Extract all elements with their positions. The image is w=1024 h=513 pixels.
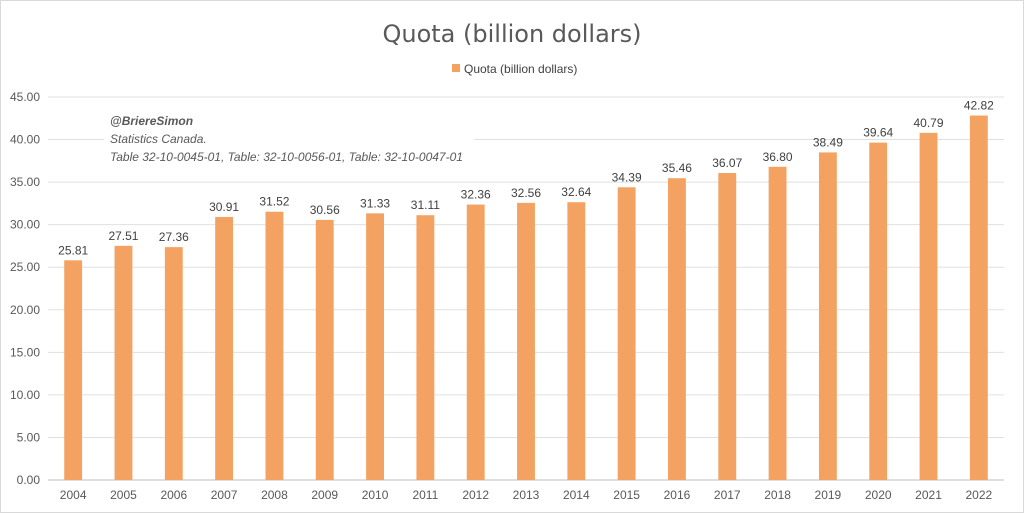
bar <box>768 166 787 480</box>
bar <box>919 132 938 480</box>
data-label: 27.51 <box>108 229 138 243</box>
x-tick-label: 2009 <box>311 488 338 502</box>
bar <box>366 213 384 480</box>
data-label: 35.46 <box>662 161 692 175</box>
y-tick-label: 10.00 <box>10 388 40 402</box>
x-tick-label: 2007 <box>211 488 238 502</box>
bar <box>668 178 686 481</box>
bar <box>265 211 284 480</box>
data-label: 32.36 <box>461 188 491 202</box>
bar <box>416 215 435 480</box>
data-label: 31.11 <box>411 198 440 212</box>
x-tick-label: 2022 <box>965 488 992 502</box>
data-labels: 25.81 27.51 27.36 30.91 31.52 30.56 31.33 31.11… <box>58 99 994 258</box>
data-label: 32.56 <box>511 186 541 200</box>
x-tick-label: 2017 <box>714 488 741 502</box>
bar <box>567 202 586 480</box>
legend: Quota (billion dollars) <box>452 62 577 76</box>
y-axis-ticks: 0.00 5.00 10.00 15.00 20.00 25.00 30.00 35.00 40… <box>10 90 40 487</box>
source-tables: Table 32-10-0045-01, Table: 32-10-0056-0… <box>110 150 463 164</box>
x-tick-label: 2014 <box>563 488 590 502</box>
bars <box>64 115 988 481</box>
y-tick-label: 5.00 <box>17 430 41 444</box>
x-tick-label: 2018 <box>764 488 791 502</box>
bar <box>617 187 636 480</box>
y-tick-label: 15.00 <box>10 345 40 359</box>
x-tick-label: 2006 <box>160 488 187 502</box>
x-tick-label: 2019 <box>815 488 842 502</box>
data-label: 27.36 <box>159 230 189 244</box>
bar <box>818 152 837 480</box>
data-label: 42.82 <box>964 99 994 113</box>
data-label: 38.49 <box>813 135 843 149</box>
y-tick-label: 30.00 <box>10 218 40 232</box>
y-tick-label: 25.00 <box>10 260 40 274</box>
y-tick-label: 45.00 <box>10 90 40 104</box>
y-tick-label: 20.00 <box>10 303 40 317</box>
bar <box>114 245 133 480</box>
data-label: 32.64 <box>561 185 591 199</box>
bar <box>315 219 334 480</box>
data-label: 39.64 <box>863 126 893 140</box>
source-name: Statistics Canada. <box>110 132 207 146</box>
data-label: 25.81 <box>58 243 88 257</box>
bar <box>869 142 888 480</box>
data-label: 30.56 <box>310 203 340 217</box>
source-annotation: @BriereSimon Statistics Canada. Table 32… <box>104 112 474 174</box>
x-tick-label: 2013 <box>513 488 540 502</box>
y-tick-label: 35.00 <box>10 175 40 189</box>
x-tick-label: 2005 <box>110 488 137 502</box>
bar <box>718 173 737 481</box>
x-axis-ticks: 2004 2005 2006 2007 2008 2009 2010 2011 2012 2013… <box>60 488 993 502</box>
x-tick-label: 2008 <box>261 488 288 502</box>
x-tick-label: 2012 <box>462 488 489 502</box>
chart-title: Quota (billion dollars) <box>382 20 641 48</box>
bar <box>215 216 234 480</box>
x-tick-label: 2011 <box>412 488 438 502</box>
data-label: 31.52 <box>259 195 289 209</box>
x-tick-label: 2020 <box>865 488 892 502</box>
bar <box>164 247 183 480</box>
bar <box>64 260 83 480</box>
x-tick-label: 2016 <box>664 488 691 502</box>
x-tick-label: 2004 <box>60 488 87 502</box>
data-label: 36.07 <box>712 156 742 170</box>
x-tick-label: 2010 <box>362 488 389 502</box>
data-label: 40.79 <box>914 116 944 130</box>
bar <box>969 115 988 480</box>
bar <box>517 202 535 480</box>
x-tick-label: 2015 <box>613 488 640 502</box>
bar <box>466 204 485 480</box>
data-label: 36.80 <box>763 150 793 164</box>
data-label: 34.39 <box>612 170 642 184</box>
x-tick-label: 2021 <box>915 488 942 502</box>
author-handle: @BriereSimon <box>110 114 194 128</box>
y-tick-label: 40.00 <box>10 133 40 147</box>
legend-swatch <box>452 64 460 72</box>
y-tick-label: 0.00 <box>17 473 41 487</box>
legend-label: Quota (billion dollars) <box>464 62 577 76</box>
data-label: 31.33 <box>360 196 390 210</box>
data-label: 30.91 <box>209 200 239 214</box>
